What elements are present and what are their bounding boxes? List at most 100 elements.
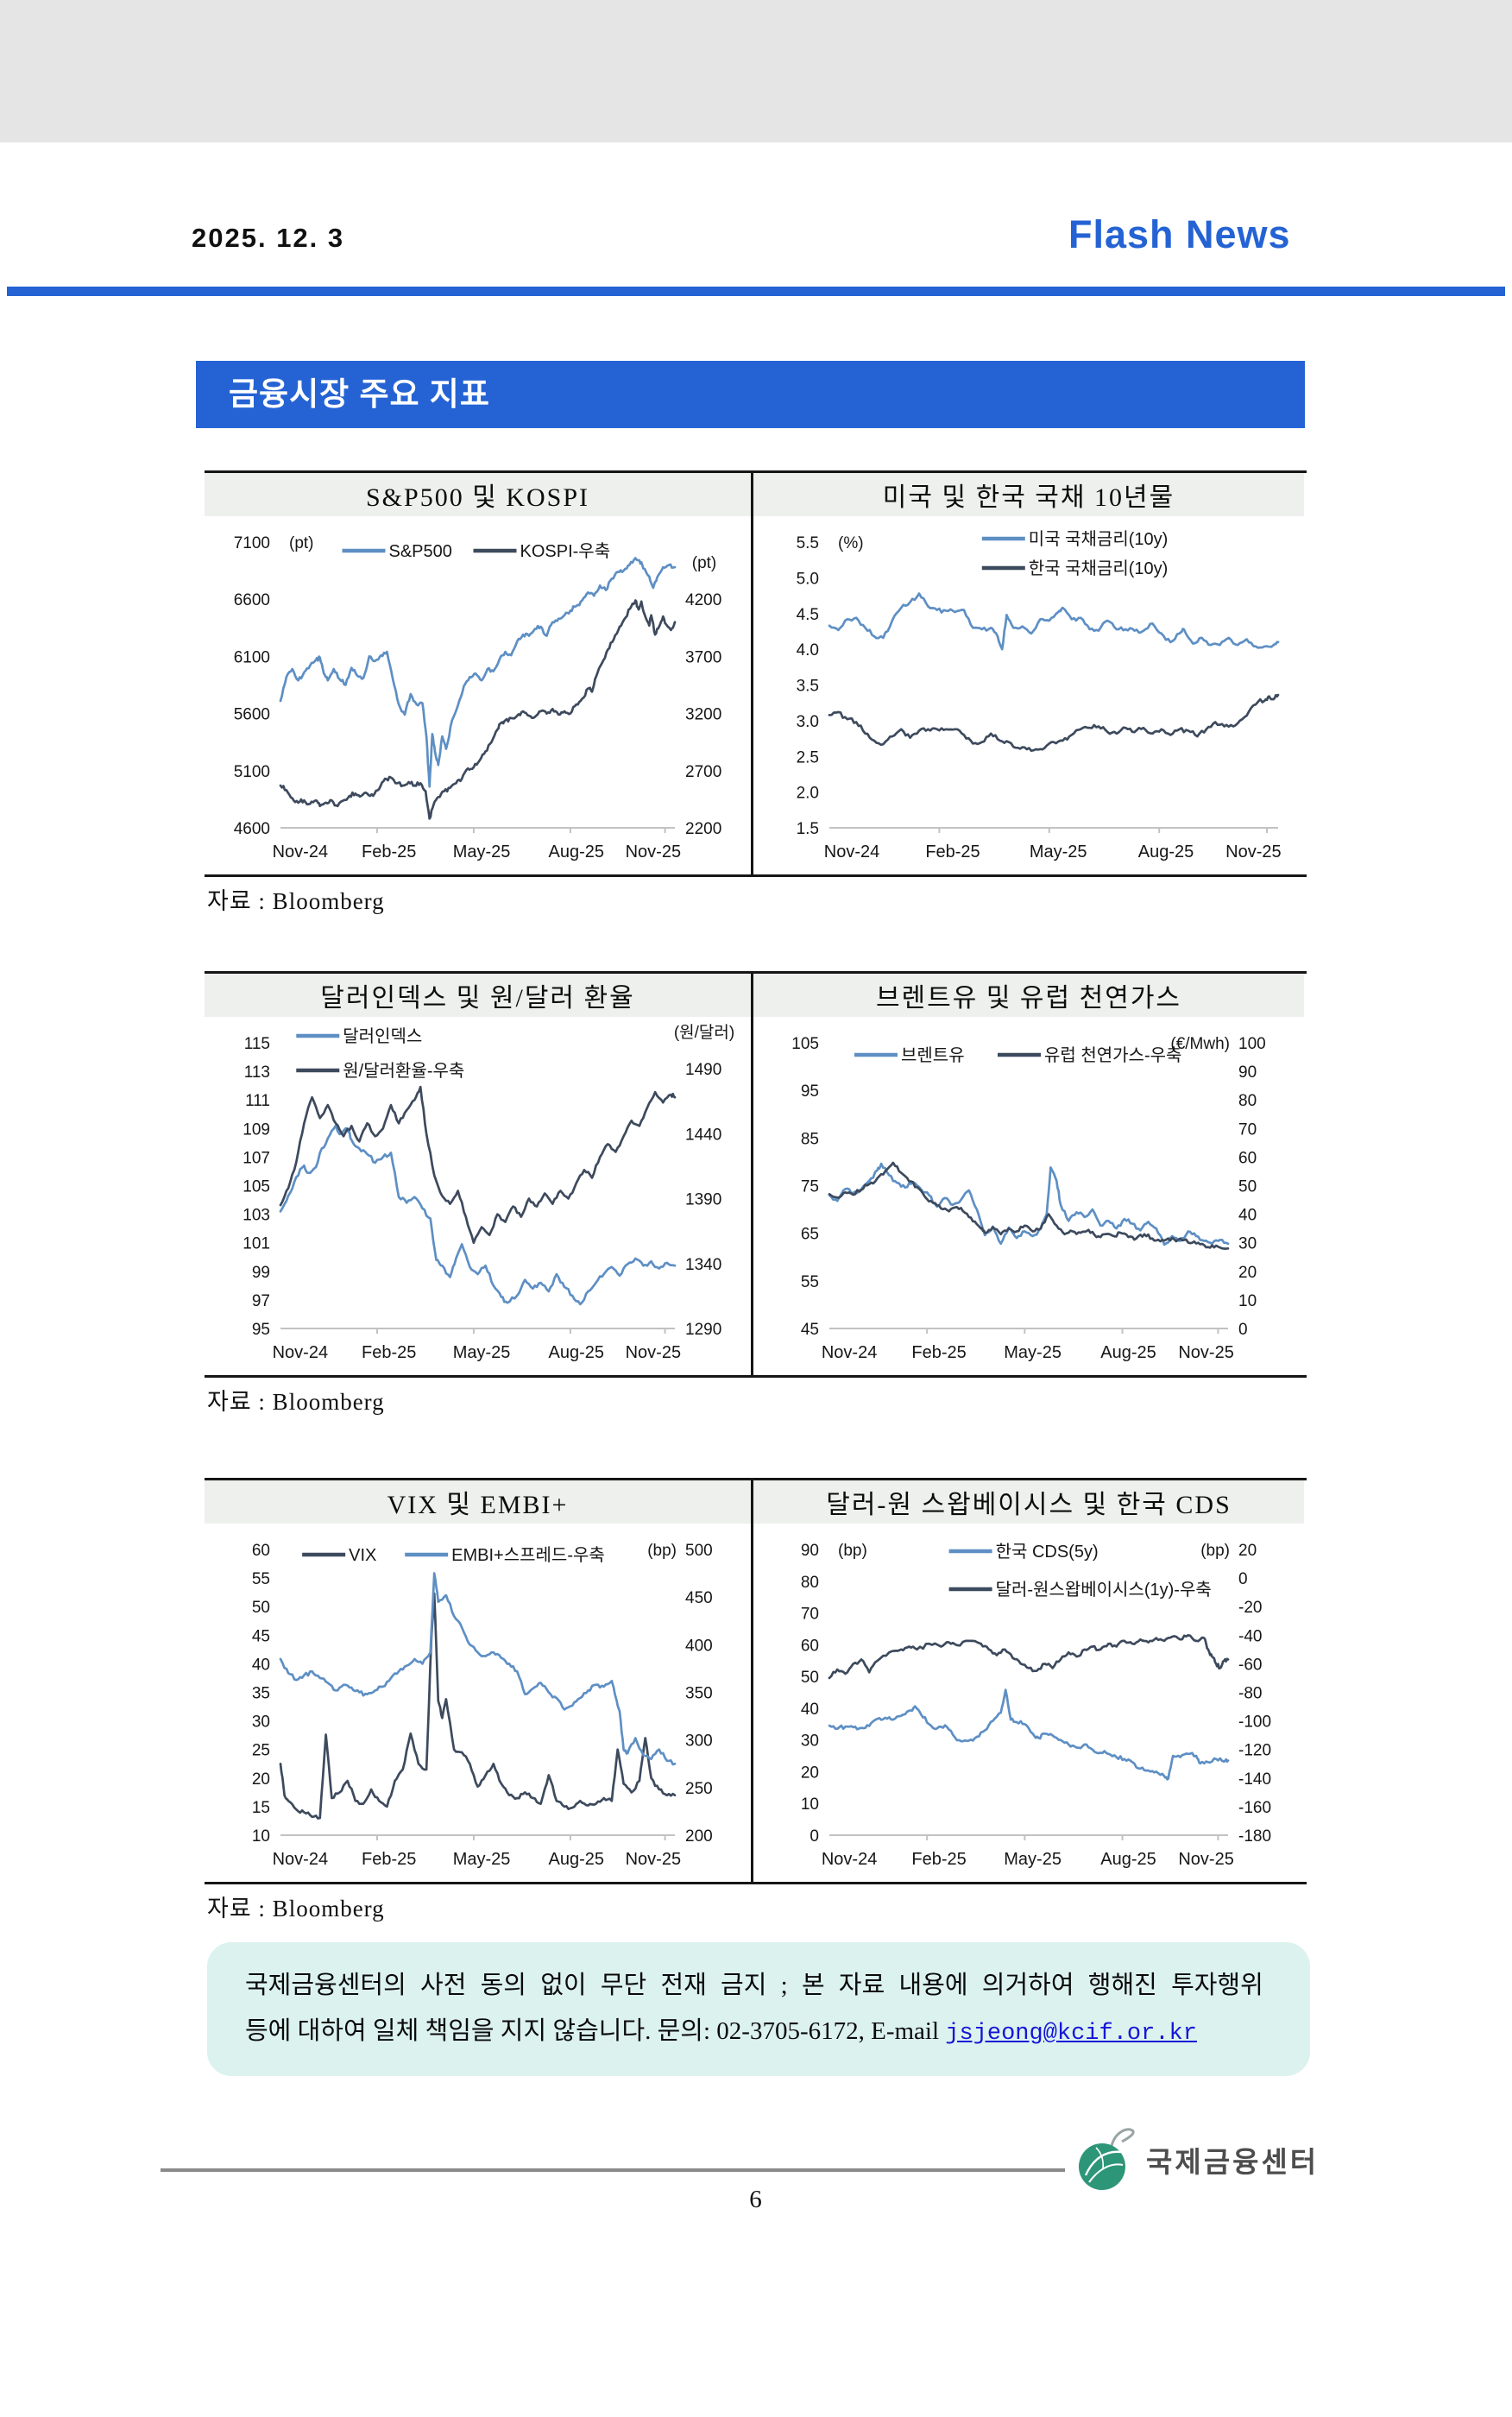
disclaimer-line-2-text: 등에 대하여 일체 책임을 지지 않습니다. 문의: 02-3705-6172,…	[245, 2016, 946, 2045]
svg-text:350: 350	[685, 1685, 713, 1703]
report-brand-title: Flash News	[1068, 212, 1291, 256]
disclaimer-line-1: 국제금융센터의 사전 동의 없이 무단 전재 금지 ; 본 자료 내용에 의거하…	[245, 1972, 1263, 1999]
svg-text:10: 10	[801, 1795, 819, 1814]
svg-text:0: 0	[1238, 1321, 1248, 1339]
svg-text:500: 500	[685, 1542, 713, 1560]
svg-text:30: 30	[801, 1732, 819, 1751]
svg-text:250: 250	[685, 1780, 713, 1798]
svg-text:200: 200	[685, 1827, 713, 1846]
svg-text:4600: 4600	[234, 820, 270, 838]
svg-text:(bp): (bp)	[1200, 1542, 1230, 1560]
kcif-logo-mark	[1079, 2128, 1135, 2190]
svg-text:-80: -80	[1238, 1685, 1262, 1703]
svg-text:30: 30	[1238, 1235, 1257, 1253]
svg-text:105: 105	[243, 1178, 270, 1196]
chart-swap-cds: Nov-24 Feb-25 May-25 Aug-25 Nov-25 90 80 70 60 50…	[753, 1524, 1304, 1882]
svg-text:3200: 3200	[685, 706, 721, 724]
chart-us-kr-10y: Nov-24 Feb-25 May-25 Aug-25 Nov-25 5.5 5.0 4.5 4…	[753, 516, 1304, 874]
svg-text:Nov-25: Nov-25	[1178, 1850, 1233, 1869]
svg-text:Feb-25: Feb-25	[911, 1343, 966, 1362]
svg-text:70: 70	[801, 1606, 819, 1624]
svg-text:-140: -140	[1238, 1770, 1271, 1789]
kcif-logo-text: 국제금융센터	[1146, 2146, 1320, 2178]
chart-title-dollar-index: 달러인덱스 및 원/달러 환율	[205, 974, 751, 1017]
chart-grid-row-2: 달러인덱스 및 원/달러 환율 브렌트유 및 유럽 천연가스 Nov-24 Feb…	[205, 971, 1307, 1378]
svg-text:30: 30	[252, 1713, 270, 1732]
svg-text:Feb-25: Feb-25	[362, 1850, 416, 1869]
svg-text:45: 45	[801, 1321, 819, 1339]
chart-dollar-index-krw: Nov-24 Feb-25 May-25 Aug-25 Nov-25 115 113 111 1…	[205, 1017, 751, 1375]
svg-text:50: 50	[1238, 1178, 1257, 1196]
svg-text:Nov-25: Nov-25	[1225, 842, 1281, 861]
svg-text:4.5: 4.5	[797, 606, 819, 624]
svg-text:99: 99	[252, 1264, 270, 1282]
svg-text:-160: -160	[1238, 1799, 1271, 1817]
svg-text:55: 55	[252, 1570, 270, 1588]
svg-text:달러인덱스: 달러인덱스	[343, 1026, 422, 1046]
chart-title-sp500-kospi: S&P500 및 KOSPI	[205, 473, 751, 516]
chart-brent-gas: Nov-24 Feb-25 May-25 Aug-25 Nov-25 105 95 85 75 6…	[753, 1000, 1304, 1375]
svg-text:90: 90	[801, 1542, 819, 1560]
svg-text:10: 10	[1238, 1292, 1257, 1310]
svg-text:(€/Mwh): (€/Mwh)	[1170, 1035, 1230, 1053]
svg-text:1340: 1340	[685, 1256, 721, 1274]
svg-text:May-25: May-25	[453, 1343, 511, 1362]
svg-text:-20: -20	[1238, 1599, 1262, 1617]
svg-text:450: 450	[685, 1589, 713, 1607]
svg-text:Aug-25: Aug-25	[549, 1850, 605, 1869]
svg-text:0: 0	[810, 1827, 819, 1846]
svg-text:Nov-25: Nov-25	[626, 842, 681, 861]
svg-text:109: 109	[243, 1120, 270, 1139]
source-caption-2: 자료 : Bloomberg	[207, 1389, 385, 1415]
svg-text:Aug-25: Aug-25	[1100, 1850, 1156, 1869]
svg-text:90: 90	[1238, 1063, 1257, 1082]
chart-title-vix-embi: VIX 및 EMBI+	[205, 1480, 751, 1524]
section-title-banner: 금융시장 주요 지표	[196, 361, 1305, 428]
svg-text:60: 60	[1238, 1149, 1257, 1167]
svg-text:3.0: 3.0	[797, 713, 819, 731]
svg-text:5.0: 5.0	[797, 570, 819, 588]
svg-text:S&P500: S&P500	[389, 542, 452, 561]
svg-text:50: 50	[801, 1669, 819, 1687]
chart-title-swap-cds: 달러-원 스왑베이시스 및 한국 CDS	[751, 1480, 1304, 1524]
svg-text:($/bbl): ($/bbl)	[793, 1017, 840, 1018]
svg-text:1390: 1390	[685, 1191, 721, 1209]
svg-text:1.5: 1.5	[797, 820, 819, 838]
svg-text:브렌트유: 브렌트유	[901, 1045, 965, 1065]
svg-text:Nov-24: Nov-24	[273, 1850, 328, 1869]
svg-text:103: 103	[243, 1207, 270, 1225]
report-date: 2025. 12. 3	[192, 223, 345, 253]
svg-text:55: 55	[801, 1273, 819, 1291]
disclaimer-line-2: 등에 대하여 일체 책임을 지지 않습니다. 문의: 02-3705-6172,…	[245, 2009, 1272, 2055]
svg-text:40: 40	[252, 1656, 270, 1674]
svg-text:(pt): (pt)	[289, 534, 314, 552]
svg-text:107: 107	[243, 1149, 270, 1167]
svg-text:-60: -60	[1238, 1656, 1262, 1674]
svg-text:KOSPI-우축: KOSPI-우축	[520, 541, 611, 561]
svg-text:-180: -180	[1238, 1827, 1271, 1846]
svg-text:4.0: 4.0	[797, 641, 819, 659]
svg-text:101: 101	[243, 1235, 270, 1253]
svg-text:35: 35	[252, 1685, 270, 1703]
svg-text:Nov-24: Nov-24	[822, 1343, 877, 1362]
svg-text:25: 25	[252, 1742, 270, 1760]
contact-email-link[interactable]: jsjeong@kcif.or.kr	[945, 2020, 1197, 2047]
svg-text:300: 300	[685, 1732, 713, 1751]
svg-text:May-25: May-25	[453, 842, 511, 861]
svg-text:97: 97	[252, 1292, 270, 1310]
svg-text:75: 75	[801, 1178, 819, 1196]
svg-text:Aug-25: Aug-25	[549, 1343, 605, 1362]
svg-text:2.5: 2.5	[797, 748, 819, 767]
kcif-logo: 국제금융센터	[1075, 2125, 1319, 2194]
svg-text:Nov-24: Nov-24	[273, 842, 328, 861]
svg-text:4200: 4200	[685, 591, 721, 609]
svg-text:80: 80	[801, 1574, 819, 1592]
svg-text:2200: 2200	[685, 820, 721, 838]
svg-text:유럽 천연가스-우축: 유럽 천연가스-우축	[1044, 1045, 1181, 1065]
svg-text:(%): (%)	[838, 534, 864, 552]
svg-text:Nov-24: Nov-24	[824, 842, 879, 861]
svg-text:6100: 6100	[234, 648, 270, 666]
svg-text:65: 65	[801, 1226, 819, 1244]
svg-text:15: 15	[252, 1799, 270, 1817]
svg-text:Feb-25: Feb-25	[925, 842, 980, 861]
